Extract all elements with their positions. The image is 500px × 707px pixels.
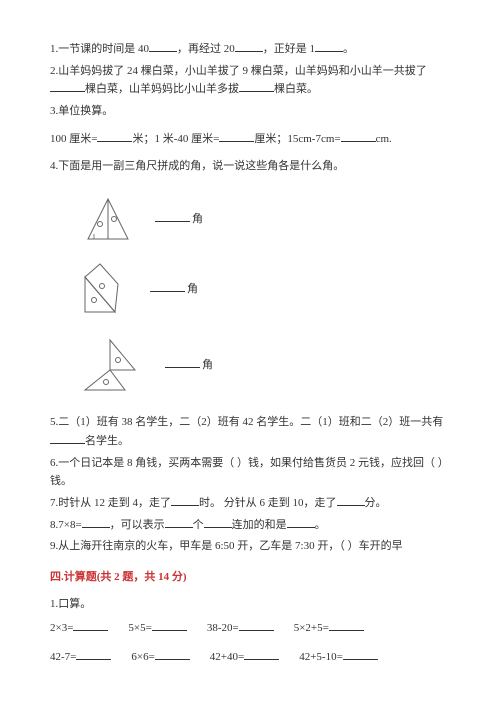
triangle-1-svg	[80, 194, 140, 244]
blank[interactable]	[50, 432, 85, 444]
calc-item: 5×5=	[128, 619, 186, 638]
triangle-figure-1: 角	[80, 194, 450, 244]
q3b-a: 100 厘米=	[50, 133, 97, 145]
triangle-figure-3: 角	[80, 335, 450, 395]
calc-expr: 42+5-10=	[299, 648, 343, 667]
q5-a: 5.二（1）班有 38 名学生，二（2）班有 42 名学生。二（1）班和二（2）…	[50, 416, 443, 428]
blank[interactable]	[165, 516, 193, 528]
blank[interactable]	[287, 516, 315, 528]
blank[interactable]	[149, 40, 177, 52]
angle-label-3: 角	[165, 356, 213, 375]
section-4-text: 四.计算题(共 2 题，共 14 分)	[50, 571, 187, 583]
question-5: 5.二（1）班有 38 名学生，二（2）班有 42 名学生。二（1）班和二（2）…	[50, 413, 450, 450]
blank[interactable]	[165, 356, 200, 368]
angle-label-1: 角	[155, 210, 203, 229]
blank[interactable]	[219, 130, 254, 142]
calc-item: 5×2+5=	[294, 619, 364, 638]
q3b-b: 米；1 米-40 厘米=	[132, 133, 219, 145]
q7-c: 分。	[365, 497, 387, 509]
calc-expr: 38-20=	[207, 619, 239, 638]
question-3: 3.单位换算。	[50, 102, 450, 121]
calc-expr: 42-7=	[50, 648, 76, 667]
q1-text-c: ，正好是 1	[263, 43, 315, 55]
triangle-3-svg	[80, 335, 150, 395]
calc-question-1: 1.口算。	[50, 595, 450, 614]
q9-a: 9.从上海开往南京的火车，甲车是 6:50 开，乙车是 7:30 开，（ ）车开…	[50, 540, 403, 552]
blank[interactable]	[204, 516, 232, 528]
q2-text-c: 棵白菜。	[274, 83, 318, 95]
calc-item: 6×6=	[131, 648, 189, 667]
q7-b: 时。 分针从 6 走到 10，走了	[199, 497, 337, 509]
q3-text: 3.单位换算。	[50, 105, 113, 117]
section-4-heading: 四.计算题(共 2 题，共 14 分)	[50, 568, 450, 587]
calc-item: 42+40=	[210, 648, 279, 667]
calc-expr: 2×3=	[50, 619, 73, 638]
calc-expr: 5×5=	[128, 619, 151, 638]
blank[interactable]	[343, 648, 378, 660]
calc-expr: 6×6=	[131, 648, 154, 667]
q8-c: 个	[193, 519, 204, 531]
angle-text: 角	[192, 210, 203, 229]
q6-a: 6.一个日记本是 8 角钱，买两本需要（ ）钱，如果付给售货员 2 元钱，应找回…	[50, 457, 449, 488]
q1-text-b: ，再经过 20	[177, 43, 235, 55]
q1-text-a: 1.一节课的时间是 40	[50, 43, 149, 55]
q8-e: 。	[315, 519, 326, 531]
blank[interactable]	[155, 648, 190, 660]
question-4: 4.下面是用一副三角尺拼成的角，说一说这些角各是什么角。	[50, 157, 450, 176]
calc-expr: 5×2+5=	[294, 619, 329, 638]
q2-text-b: 棵白菜，山羊妈妈比小山羊多拔	[85, 83, 239, 95]
blank[interactable]	[76, 648, 111, 660]
q3b-c: 厘米；15cm-7cm=	[254, 133, 340, 145]
calc-row-2: 42-7= 6×6= 42+40= 42+5-10=	[50, 648, 450, 667]
blank[interactable]	[341, 130, 376, 142]
blank[interactable]	[239, 80, 274, 92]
angle-label-2: 角	[150, 280, 198, 299]
blank[interactable]	[155, 210, 190, 222]
triangle-2-svg	[80, 262, 135, 317]
calc-item: 42-7=	[50, 648, 111, 667]
q5-b: 名学生。	[85, 435, 129, 447]
blank[interactable]	[315, 40, 343, 52]
question-8: 8.7×8= ，可以表示 个 连加的和是 。	[50, 516, 450, 535]
blank[interactable]	[171, 494, 199, 506]
calc-item: 38-20=	[207, 619, 274, 638]
q4-text: 4.下面是用一副三角尺拼成的角，说一说这些角各是什么角。	[50, 160, 344, 172]
q2-text-a: 2.山羊妈妈拔了 24 棵白菜，小山羊拔了 9 棵白菜，山羊妈妈和小山羊一共拔了	[50, 65, 427, 77]
blank[interactable]	[82, 516, 110, 528]
blank[interactable]	[152, 619, 187, 631]
question-2: 2.山羊妈妈拔了 24 棵白菜，小山羊拔了 9 棵白菜，山羊妈妈和小山羊一共拔了…	[50, 62, 450, 99]
q3b-d: cm.	[376, 133, 392, 145]
blank[interactable]	[239, 619, 274, 631]
q7-a: 7.时针从 12 走到 4，走了	[50, 497, 171, 509]
q8-b: ，可以表示	[110, 519, 165, 531]
question-9: 9.从上海开往南京的火车，甲车是 6:50 开，乙车是 7:30 开，（ ）车开…	[50, 537, 450, 556]
angle-text: 角	[202, 356, 213, 375]
blank[interactable]	[329, 619, 364, 631]
blank[interactable]	[97, 130, 132, 142]
blank[interactable]	[150, 280, 185, 292]
question-3b: 100 厘米= 米；1 米-40 厘米= 厘米；15cm-7cm= cm.	[50, 130, 450, 149]
calc1-title: 1.口算。	[50, 598, 91, 610]
calc-item: 42+5-10=	[299, 648, 378, 667]
blank[interactable]	[337, 494, 365, 506]
triangle-figure-2: 角	[80, 262, 450, 317]
angle-text: 角	[187, 280, 198, 299]
calc-expr: 42+40=	[210, 648, 244, 667]
blank[interactable]	[50, 80, 85, 92]
q8-a: 8.7×8=	[50, 519, 82, 531]
question-6: 6.一个日记本是 8 角钱，买两本需要（ ）钱，如果付给售货员 2 元钱，应找回…	[50, 454, 450, 491]
question-1: 1.一节课的时间是 40 ，再经过 20 ，正好是 1 。	[50, 40, 450, 59]
q8-d: 连加的和是	[232, 519, 287, 531]
calc-item: 2×3=	[50, 619, 108, 638]
blank[interactable]	[244, 648, 279, 660]
blank[interactable]	[235, 40, 263, 52]
calc-row-1: 2×3= 5×5= 38-20= 5×2+5=	[50, 619, 450, 638]
question-7: 7.时针从 12 走到 4，走了 时。 分针从 6 走到 10，走了 分。	[50, 494, 450, 513]
blank[interactable]	[73, 619, 108, 631]
q1-text-d: 。	[343, 43, 354, 55]
